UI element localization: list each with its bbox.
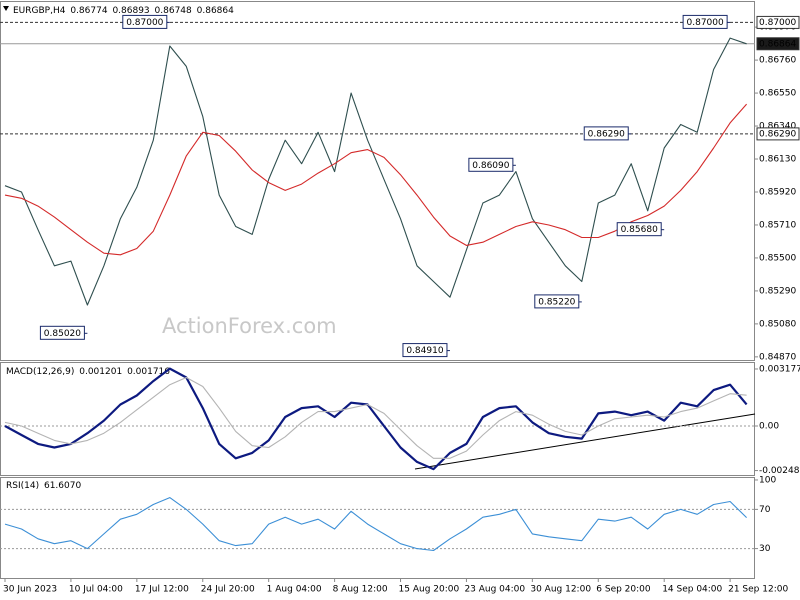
annotation-box [468, 157, 514, 172]
y-tick-label: 0.86760 [759, 56, 796, 66]
watermark: ActionForex.com [162, 314, 337, 338]
y-tick-label: 0.85710 [759, 220, 796, 230]
x-tick-label: 17 Jul 12:00 [135, 585, 189, 595]
x-tick-label: 14 Sep 04:00 [662, 585, 722, 595]
annotation-box [402, 343, 448, 358]
y-tick-label: 30 [759, 544, 771, 554]
series-line [4, 37, 747, 306]
y-tick-label: 0.003177 [759, 364, 800, 374]
macd-header: MACD(12,26,9) 0.001201 0.001716 [6, 367, 170, 377]
annotation-label: 0.84910 [406, 346, 443, 356]
low: 0.86748 [155, 6, 192, 16]
price-label: 0.86290 [759, 129, 796, 139]
high: 0.86893 [112, 6, 149, 16]
y-tick-label: 0.85920 [759, 187, 796, 197]
x-tick-label: 8 Aug 12:00 [333, 585, 388, 595]
annotation-box [583, 126, 629, 141]
rsi-panel [0, 477, 755, 579]
y-tick-label: 0.00 [759, 422, 779, 432]
annotation-label: 0.85680 [621, 225, 658, 235]
annotation-label: 0.85220 [538, 297, 575, 307]
annotation-box [534, 294, 580, 309]
annotation-box [616, 222, 662, 237]
y-tick-label: 0.85290 [759, 286, 796, 296]
annotation-label: 0.87000 [687, 18, 724, 28]
price-label: 0.87000 [759, 18, 796, 28]
rsi-value: 61.6070 [44, 481, 81, 491]
y-tick-label: 0.86340 [759, 122, 796, 132]
annotation-label: 0.86090 [472, 161, 509, 171]
x-tick-label: 6 Sep 20:00 [596, 585, 651, 595]
x-tick-label: 30 Aug 12:00 [530, 585, 591, 595]
macd-title: MACD(12,26,9) [6, 367, 74, 377]
x-tick-label: 21 Sep 12:00 [728, 585, 788, 595]
price-header: EURGBP,H4 0.86774 0.86893 0.86748 0.8686… [13, 6, 234, 16]
x-tick-label: 10 Jul 04:00 [69, 585, 123, 595]
price-label: 0.86864 [759, 39, 796, 49]
x-tick-label: 23 Aug 04:00 [464, 585, 525, 595]
price-label-box [756, 127, 800, 141]
annotation-box [39, 325, 85, 340]
macd-value: 0.001201 [79, 367, 122, 377]
annotation-label: 0.85020 [44, 329, 81, 339]
x-tick-label: 24 Jul 20:00 [201, 585, 255, 595]
open: 0.86774 [70, 6, 107, 16]
x-tick-label: 15 Aug 20:00 [399, 585, 460, 595]
series-line [4, 367, 748, 471]
macd-panel [0, 362, 755, 476]
signal-value: 0.001716 [127, 367, 170, 377]
series-line [4, 497, 747, 552]
annotation-box [122, 14, 168, 29]
y-tick-label: 70 [759, 505, 771, 515]
series-line [4, 376, 747, 459]
annotation-box [682, 14, 728, 29]
annotation-label: 0.87000 [126, 18, 163, 28]
y-tick-label: 0.85080 [759, 319, 796, 329]
price-label-box [756, 15, 800, 29]
y-tick-label: 0.85500 [759, 253, 796, 263]
price-label-box [756, 37, 800, 51]
y-tick-label: 100 [759, 475, 776, 485]
trend-line [414, 413, 756, 470]
price-panel [0, 1, 755, 361]
y-tick-label: 0.86550 [759, 89, 796, 99]
y-tick-label: 0.86130 [759, 155, 796, 165]
y-tick-label: -0.002482 [759, 466, 800, 476]
symbol: EURGBP,H4 [13, 6, 66, 16]
rsi-title: RSI(14) [6, 481, 39, 491]
rsi-header: RSI(14) 61.6070 [6, 481, 81, 491]
y-tick-label: 0.84870 [759, 352, 796, 362]
close: 0.86864 [197, 6, 234, 16]
annotation-label: 0.86290 [588, 129, 625, 139]
symbol-marker [3, 6, 9, 11]
x-tick-label: 1 Aug 04:00 [267, 585, 322, 595]
x-tick-label: 30 Jun 2023 [3, 585, 57, 595]
